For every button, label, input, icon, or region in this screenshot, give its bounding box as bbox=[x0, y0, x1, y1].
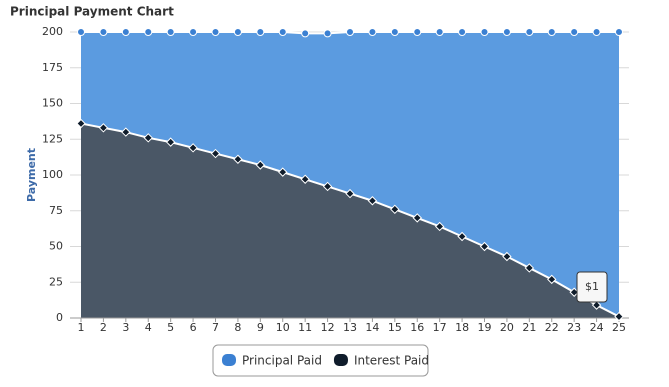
marker bbox=[346, 28, 354, 36]
legend-swatch bbox=[333, 354, 348, 366]
marker bbox=[502, 251, 512, 262]
marker bbox=[502, 28, 511, 36]
legend-label: Interest Paid bbox=[354, 354, 429, 368]
marker bbox=[165, 137, 176, 147]
marker bbox=[367, 196, 378, 206]
marker bbox=[458, 28, 467, 36]
y-tick-label: 0 bbox=[56, 311, 63, 324]
marker bbox=[390, 28, 399, 36]
marker bbox=[144, 28, 153, 36]
x-tick-label: 2 bbox=[100, 321, 107, 334]
x-tick-label: 15 bbox=[388, 321, 402, 334]
marker bbox=[322, 181, 333, 192]
marker bbox=[479, 241, 490, 252]
marker bbox=[210, 148, 221, 159]
marker bbox=[99, 28, 108, 36]
x-tick-label: 9 bbox=[257, 321, 264, 334]
legend-label: Principal Paid bbox=[242, 354, 322, 368]
x-tick-label: 23 bbox=[567, 321, 581, 334]
x-tick-label: 13 bbox=[343, 321, 357, 334]
legend-box bbox=[212, 344, 429, 377]
y-tick-label: 50 bbox=[49, 240, 63, 253]
marker bbox=[592, 28, 601, 36]
marker bbox=[233, 154, 243, 164]
marker bbox=[323, 29, 332, 38]
marker bbox=[256, 28, 265, 36]
x-tick-label: 3 bbox=[122, 321, 129, 334]
marker bbox=[301, 29, 310, 38]
marker bbox=[390, 204, 400, 215]
x-tick-label: 22 bbox=[545, 321, 559, 334]
marker bbox=[233, 28, 242, 36]
x-tick-label: 20 bbox=[500, 321, 514, 334]
chart-title: Principal Payment Chart bbox=[10, 5, 174, 19]
marker bbox=[547, 274, 557, 285]
x-tick-label: 10 bbox=[276, 321, 290, 334]
marker bbox=[457, 231, 467, 242]
x-tick-label: 11 bbox=[298, 321, 312, 334]
marker bbox=[525, 28, 534, 36]
marker bbox=[188, 143, 198, 153]
x-tick-label: 14 bbox=[365, 321, 379, 334]
marker bbox=[278, 167, 288, 177]
x-tick-label: 24 bbox=[590, 321, 604, 334]
y-axis-label: Payment bbox=[25, 148, 38, 202]
marker bbox=[547, 28, 556, 36]
area bbox=[81, 123, 619, 319]
marker bbox=[591, 300, 602, 310]
x-tick-label: 25 bbox=[612, 321, 626, 334]
y-tick-label: 125 bbox=[42, 132, 63, 145]
marker bbox=[345, 188, 355, 199]
marker bbox=[77, 28, 85, 36]
y-tick-label: 75 bbox=[49, 204, 63, 217]
x-tick-label: 19 bbox=[478, 321, 492, 334]
marker bbox=[413, 28, 422, 36]
x-tick-label: 8 bbox=[234, 321, 241, 334]
y-tick-label: 25 bbox=[49, 275, 63, 288]
tooltip-text: $1 bbox=[585, 280, 599, 293]
x-tick-label: 5 bbox=[167, 321, 174, 334]
marker bbox=[435, 28, 444, 36]
x-tick-label: 6 bbox=[190, 321, 197, 334]
marker bbox=[76, 118, 86, 129]
y-tick-label: 200 bbox=[42, 25, 63, 38]
marker bbox=[255, 160, 266, 170]
marker bbox=[434, 221, 445, 232]
x-tick-label: 4 bbox=[145, 321, 152, 334]
marker bbox=[121, 127, 131, 137]
marker bbox=[121, 28, 130, 36]
y-tick-label: 150 bbox=[42, 97, 63, 110]
marker bbox=[368, 28, 377, 36]
marker bbox=[615, 28, 623, 36]
marker bbox=[412, 213, 422, 223]
marker bbox=[570, 28, 579, 36]
x-tick-label: 18 bbox=[455, 321, 469, 334]
marker bbox=[166, 28, 175, 36]
marker bbox=[278, 28, 287, 36]
marker bbox=[143, 133, 153, 143]
marker bbox=[524, 263, 535, 273]
y-tick-label: 175 bbox=[42, 61, 63, 74]
x-tick-label: 16 bbox=[410, 321, 424, 334]
legend-swatch bbox=[222, 354, 236, 366]
marker bbox=[189, 28, 198, 36]
x-tick-label: 7 bbox=[212, 321, 219, 334]
tooltip-box bbox=[576, 271, 608, 303]
marker bbox=[98, 123, 109, 133]
marker bbox=[300, 174, 310, 184]
marker bbox=[614, 311, 624, 322]
marker bbox=[480, 28, 489, 36]
x-tick-label: 12 bbox=[321, 321, 335, 334]
x-tick-label: 21 bbox=[522, 321, 536, 334]
y-tick-label: 100 bbox=[42, 168, 63, 181]
x-tick-label: 1 bbox=[78, 321, 85, 334]
marker bbox=[211, 28, 220, 36]
x-tick-label: 17 bbox=[433, 321, 447, 334]
